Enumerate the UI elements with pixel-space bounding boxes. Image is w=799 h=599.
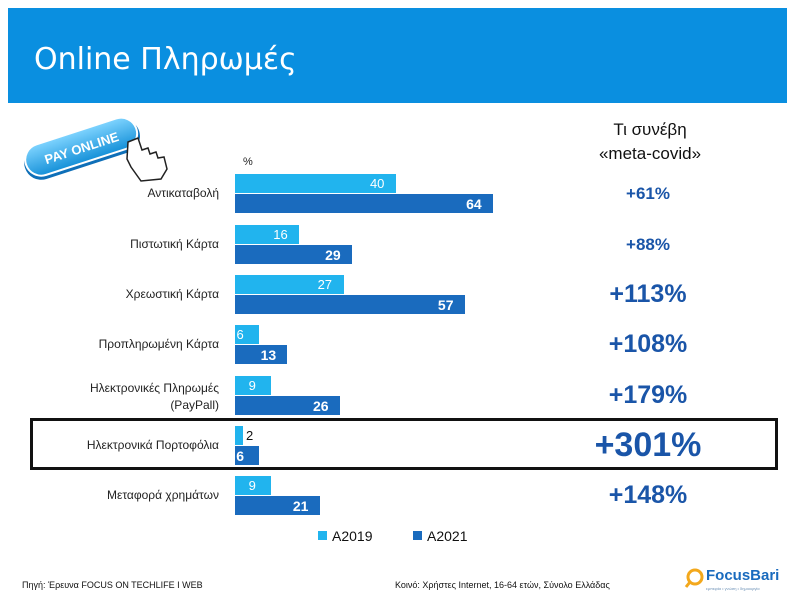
bar-2021	[235, 496, 320, 515]
change-value: +113%	[609, 280, 687, 308]
legend-item-2021: A2021	[413, 528, 467, 544]
brand-name: FocusBari	[706, 567, 780, 584]
bar-2021	[235, 396, 340, 415]
value-label-2019: 16	[273, 227, 288, 242]
category-label-line: (PayPall)	[170, 398, 219, 412]
category-label: Ηλεκτρονικές Πληρωμές (PayPall)	[90, 380, 219, 414]
axis-unit: %	[243, 156, 253, 168]
value-label-2021: 29	[325, 247, 341, 263]
category-label: Μεταφορά χρημάτων	[107, 487, 219, 504]
base-note: Κοινό: Χρήστες Internet, 16-64 ετών, Σύν…	[395, 580, 610, 590]
bar-2019	[235, 275, 344, 294]
legend-swatch-2021	[413, 531, 422, 540]
category-label-line: Ηλεκτρονικές Πληρωμές	[90, 381, 219, 395]
value-label-2021: 6	[236, 448, 245, 464]
value-label-2019: 27	[317, 277, 333, 292]
bar-2019	[235, 476, 272, 495]
value-label-2021: 57	[437, 297, 454, 313]
value-label-2021: 26	[312, 398, 329, 414]
category-label: Ηλεκτρονικά Πορτοφόλια	[87, 437, 219, 454]
category-label-line: Ηλεκτρονικά Πορτοφόλια	[86, 437, 219, 452]
value-label-2019: 2	[246, 428, 254, 443]
bar-2021	[235, 345, 288, 364]
change-header-line2: «meta-covid»	[598, 144, 702, 163]
legend-label-2021: A2021	[427, 528, 468, 544]
category-label-line: Μεταφορά χρημάτων	[107, 487, 219, 502]
bar-2019	[235, 376, 272, 395]
source-note: Πηγή: Έρευνα FOCUS ON TECHLIFE I WEB	[22, 580, 203, 590]
bar-2019	[235, 426, 244, 445]
change-value: +61%	[626, 183, 670, 203]
change-value: +179%	[608, 381, 688, 409]
category-label-line: Προπληρωμένη Κάρτα	[98, 336, 219, 351]
value-label-2021: 13	[260, 347, 277, 363]
category-label: Προπληρωμένη Κάρτα	[99, 336, 219, 353]
legend-swatch-2019	[318, 531, 327, 540]
highlight-box	[30, 418, 778, 470]
hand-cursor-icon	[126, 137, 168, 182]
category-label-line: Πιστωτική Κάρτα	[130, 236, 219, 251]
change-header-line1: Τι συνέβη	[613, 120, 687, 139]
pay-online-badge: PAY ONLINE	[24, 116, 168, 182]
value-label-2021: 21	[292, 498, 309, 514]
brand-tagline: εμπειρία • γνώση • δημιουργία	[706, 586, 760, 591]
value-label-2019: 6	[236, 327, 244, 342]
category-label: Αντικαταβολή	[147, 185, 219, 202]
value-label-2019: 9	[248, 478, 256, 493]
value-label-2019: 9	[248, 378, 256, 393]
change-value: +108%	[608, 330, 688, 358]
category-label-line: Αντικαταβολή	[147, 185, 219, 200]
category-label: Πιστωτική Κάρτα	[130, 236, 219, 253]
category-label-line: Χρεωστική Κάρτα	[125, 286, 219, 301]
bar-2021	[235, 295, 465, 314]
brand-logo: FocusBari εμπειρία • γνώση • δημιουργία	[684, 567, 794, 595]
change-value: +88%	[626, 234, 670, 254]
page-title: Online Πληρωμές	[34, 42, 297, 77]
bar-2019	[235, 225, 300, 244]
bar-2021	[235, 245, 352, 264]
change-column-header: Τι συνέβη «meta-covid»	[580, 118, 720, 166]
bar-2021	[235, 446, 260, 465]
change-value: +148%	[608, 481, 688, 509]
category-label: Χρεωστική Κάρτα	[126, 286, 219, 303]
legend-label-2019: A2019	[332, 528, 373, 544]
value-label-2021: 64	[466, 196, 482, 212]
change-value: +301%	[594, 425, 702, 464]
value-label-2019: 40	[369, 176, 385, 191]
bar-2019	[235, 174, 397, 193]
header-banner: Online Πληρωμές	[8, 8, 787, 103]
legend-item-2019: A2019	[318, 528, 372, 544]
magnifier-icon	[684, 568, 704, 588]
bar-2021	[235, 194, 493, 213]
bar-2019	[235, 325, 260, 344]
